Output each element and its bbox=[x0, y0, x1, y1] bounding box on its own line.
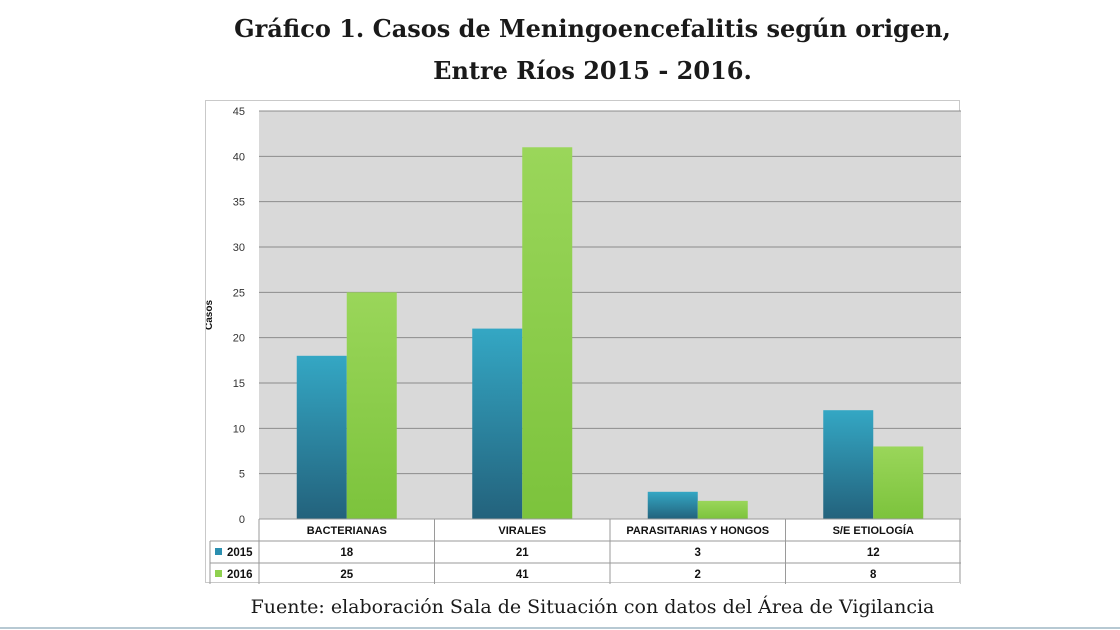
bar-chart: 0 5 10 15 20 25 30 35 40 45 Casos BACTERIANAS VIRALE… bbox=[206, 106, 961, 584]
legend-label-2015: 2015 bbox=[227, 547, 253, 559]
y-tick-label: 35 bbox=[233, 197, 245, 209]
y-tick-label: 0 bbox=[239, 514, 245, 526]
chart-title-line-1: Gráfico 1. Casos de Meningoencefalitis s… bbox=[234, 14, 951, 43]
bar-2015-0 bbox=[296, 355, 347, 519]
x-category-label: BACTERIANAS bbox=[307, 525, 387, 537]
data-label-2015-3: 12 bbox=[867, 547, 880, 559]
bar-2016-1 bbox=[522, 147, 573, 519]
x-category-label: PARASITARIAS Y HONGOS bbox=[626, 525, 769, 537]
bar-2015-1 bbox=[472, 328, 523, 519]
source-note: Fuente: elaboración Sala de Situación co… bbox=[250, 596, 935, 618]
bar-2015-3 bbox=[823, 410, 874, 519]
y-tick-label: 30 bbox=[233, 242, 245, 254]
data-label-2016-2: 2 bbox=[695, 569, 701, 581]
data-label-2016-0: 25 bbox=[340, 569, 353, 581]
y-tick-label: 5 bbox=[239, 469, 245, 481]
data-label-2015-2: 3 bbox=[695, 547, 701, 559]
chart-area: 0 5 10 15 20 25 30 35 40 45 Casos BACTERIANAS VIRALE… bbox=[205, 100, 961, 584]
chart-title-line-2: Entre Ríos 2015 - 2016. bbox=[433, 56, 752, 85]
y-tick-label: 15 bbox=[233, 378, 245, 390]
bar-2016-2 bbox=[697, 500, 748, 519]
x-category-label: VIRALES bbox=[498, 525, 546, 537]
data-label-2015-0: 18 bbox=[340, 547, 353, 559]
y-tick-label: 40 bbox=[233, 151, 245, 163]
data-label-2016-1: 41 bbox=[516, 569, 529, 581]
y-tick-label: 45 bbox=[233, 106, 245, 118]
legend-key-2015 bbox=[215, 548, 222, 555]
bar-2016-3 bbox=[873, 446, 924, 519]
divider bbox=[0, 627, 1120, 629]
x-category-label: S/E ETIOLOGÍA bbox=[833, 524, 914, 537]
legend-label-2016: 2016 bbox=[227, 569, 253, 581]
bar-2015-2 bbox=[647, 491, 698, 519]
data-label-2015-1: 21 bbox=[516, 547, 529, 559]
y-tick-label: 10 bbox=[233, 423, 245, 435]
y-tick-label: 20 bbox=[233, 333, 245, 345]
legend-key-2016 bbox=[215, 570, 222, 577]
bar-2016-0 bbox=[346, 292, 397, 519]
y-tick-label: 25 bbox=[233, 287, 245, 299]
data-label-2016-3: 8 bbox=[870, 569, 877, 581]
y-axis-label: Casos bbox=[206, 300, 215, 330]
